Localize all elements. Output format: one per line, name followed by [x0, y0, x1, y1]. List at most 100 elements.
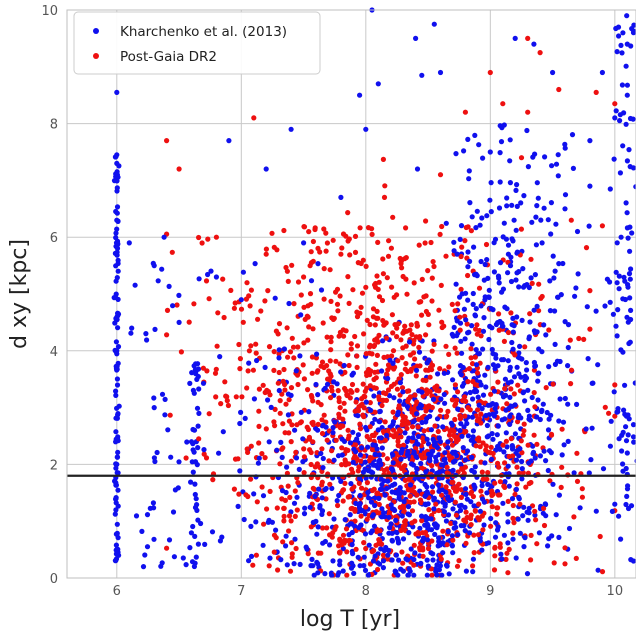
point-post-gaia — [505, 498, 511, 504]
point-post-gaia — [213, 234, 219, 240]
point-kharchenko — [455, 406, 461, 412]
point-kharchenko — [348, 481, 354, 487]
point-kharchenko — [624, 158, 631, 164]
point-kharchenko — [389, 557, 395, 563]
point-kharchenko — [546, 416, 552, 422]
point-post-gaia — [488, 444, 494, 450]
point-post-gaia — [449, 397, 455, 403]
point-kharchenko — [205, 271, 211, 278]
point-kharchenko — [193, 367, 199, 374]
point-kharchenko — [432, 531, 438, 538]
legend-box — [73, 11, 321, 75]
point-kharchenko — [142, 552, 148, 558]
point-kharchenko — [616, 513, 622, 519]
point-kharchenko — [426, 357, 432, 363]
point-kharchenko — [467, 389, 473, 396]
point-post-gaia — [361, 393, 367, 399]
point-kharchenko — [158, 563, 164, 569]
point-post-gaia — [446, 364, 452, 370]
point-kharchenko — [467, 530, 473, 536]
point-kharchenko — [476, 351, 482, 357]
point-post-gaia — [451, 433, 457, 439]
point-post-gaia — [404, 328, 410, 334]
point-post-gaia — [352, 408, 358, 414]
point-post-gaia — [419, 435, 425, 441]
point-post-gaia — [164, 545, 170, 551]
point-post-gaia — [254, 499, 260, 505]
point-post-gaia — [419, 312, 425, 318]
point-kharchenko — [330, 558, 336, 564]
point-kharchenko — [434, 525, 440, 531]
point-kharchenko — [237, 468, 243, 474]
point-post-gaia — [568, 381, 574, 387]
point-kharchenko — [196, 276, 202, 282]
point-kharchenko — [113, 263, 119, 269]
point-post-gaia — [327, 267, 333, 273]
point-kharchenko — [442, 450, 448, 456]
point-kharchenko — [430, 551, 436, 557]
point-kharchenko — [416, 349, 423, 355]
point-post-gaia — [531, 390, 537, 396]
point-kharchenko — [495, 273, 502, 279]
point-post-gaia — [440, 528, 446, 534]
point-kharchenko — [401, 401, 407, 407]
point-kharchenko — [626, 340, 632, 347]
point-kharchenko — [152, 326, 158, 332]
point-kharchenko — [618, 42, 624, 49]
point-post-gaia — [488, 523, 494, 529]
point-post-gaia — [392, 322, 398, 328]
point-kharchenko — [599, 69, 606, 76]
point-post-gaia — [382, 437, 388, 443]
point-kharchenko — [524, 571, 531, 577]
point-post-gaia — [485, 470, 491, 476]
point-kharchenko — [520, 513, 526, 519]
point-kharchenko — [114, 275, 120, 281]
point-post-gaia — [298, 292, 304, 298]
point-post-gaia — [301, 454, 307, 460]
point-kharchenko — [273, 527, 279, 533]
point-kharchenko — [428, 527, 435, 533]
point-post-gaia — [587, 326, 593, 332]
point-kharchenko — [430, 448, 436, 454]
point-kharchenko — [524, 367, 530, 373]
point-kharchenko — [511, 217, 517, 223]
point-kharchenko — [372, 502, 378, 509]
point-post-gaia — [357, 421, 363, 427]
point-kharchenko — [584, 304, 590, 310]
point-post-gaia — [420, 393, 426, 399]
point-kharchenko — [192, 481, 198, 487]
point-kharchenko — [180, 555, 186, 561]
point-post-gaia — [304, 313, 310, 319]
point-kharchenko — [616, 273, 622, 279]
point-kharchenko — [449, 533, 455, 539]
point-post-gaia — [534, 441, 540, 447]
point-post-gaia — [337, 538, 343, 544]
point-kharchenko — [390, 421, 396, 427]
point-kharchenko — [434, 572, 440, 578]
point-kharchenko — [505, 251, 511, 257]
point-post-gaia — [457, 327, 463, 333]
point-kharchenko — [331, 379, 337, 385]
point-post-gaia — [408, 366, 414, 372]
point-post-gaia — [388, 245, 394, 251]
point-kharchenko — [315, 561, 321, 567]
point-post-gaia — [297, 420, 303, 426]
point-kharchenko — [296, 466, 302, 472]
point-kharchenko — [625, 432, 631, 438]
point-kharchenko — [195, 541, 201, 547]
point-kharchenko — [251, 491, 257, 497]
point-post-gaia — [206, 411, 212, 417]
point-post-gaia — [287, 494, 293, 500]
point-post-gaia — [277, 410, 283, 416]
point-kharchenko — [555, 152, 561, 158]
point-kharchenko — [378, 476, 384, 482]
point-post-gaia — [418, 299, 424, 305]
point-kharchenko — [213, 274, 219, 280]
point-kharchenko — [449, 543, 455, 549]
point-post-gaia — [525, 35, 531, 42]
point-post-gaia — [213, 366, 219, 372]
point-post-gaia — [253, 552, 259, 558]
point-post-gaia — [489, 492, 495, 498]
point-post-gaia — [429, 298, 435, 304]
point-kharchenko — [497, 260, 504, 266]
